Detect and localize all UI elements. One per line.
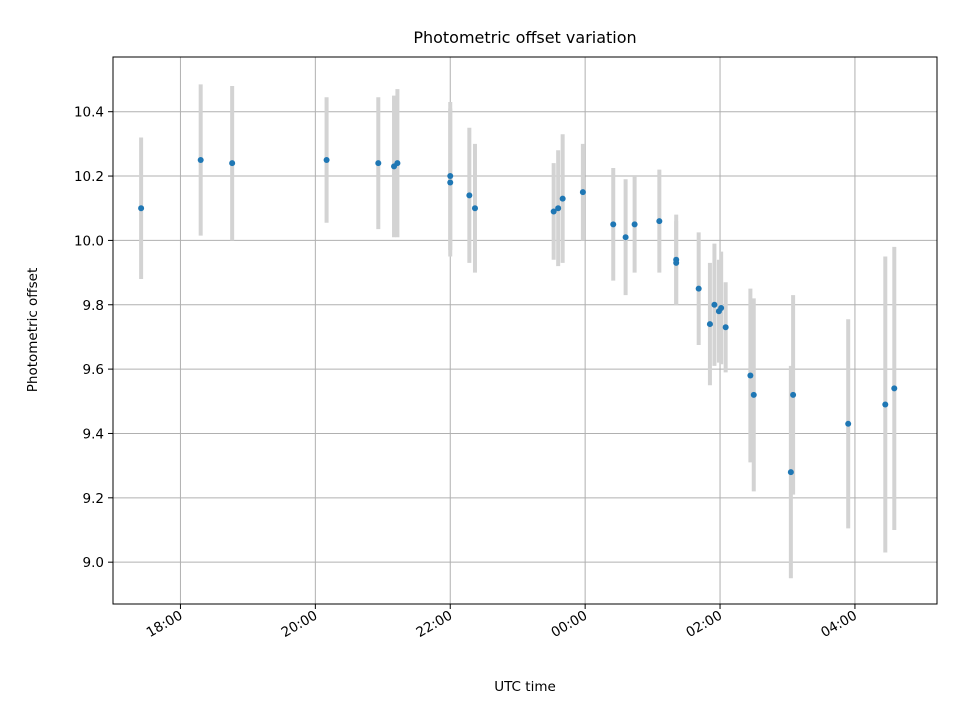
y-tick-label: 9.4	[83, 426, 104, 442]
y-tick-label: 9.2	[83, 491, 104, 507]
data-point	[787, 469, 794, 476]
data-point	[229, 160, 236, 167]
data-point	[790, 391, 797, 398]
data-point	[610, 221, 617, 228]
data-point	[559, 195, 566, 202]
data-point	[750, 391, 757, 398]
data-point	[323, 156, 330, 163]
chart-title: Photometric offset variation	[413, 28, 636, 47]
data-point	[197, 156, 204, 163]
plot-frame	[112, 56, 938, 605]
y-axis-ticks: 9.0 9.2 9.4 9.6 9.8 10.0 10.2 10.4	[74, 105, 113, 571]
data-point	[555, 205, 562, 212]
data-point	[471, 205, 478, 212]
data-point	[579, 189, 586, 196]
y-tick-label: 10.2	[74, 169, 104, 185]
y-axis-label: Photometric offset	[25, 268, 41, 392]
data-point	[706, 321, 713, 328]
y-tick-label: 9.8	[83, 298, 104, 314]
data-point	[656, 218, 663, 225]
data-point	[375, 160, 382, 167]
data-point	[718, 304, 725, 311]
data-point	[845, 420, 852, 427]
data-point	[550, 208, 557, 215]
data-point	[138, 205, 145, 212]
data-point	[447, 173, 454, 180]
x-axis-label: UTC time	[494, 679, 556, 695]
data-point	[747, 372, 754, 379]
data-point	[622, 234, 629, 241]
data-point	[394, 160, 401, 167]
data-point	[891, 385, 898, 392]
data-points	[138, 156, 898, 476]
data-point	[882, 401, 889, 408]
data-point	[447, 179, 454, 186]
y-tick-label: 10.4	[74, 105, 104, 121]
data-point	[722, 324, 729, 331]
data-point	[695, 285, 702, 292]
y-tick-label: 9.6	[83, 362, 104, 378]
y-tick-label: 10.0	[74, 233, 104, 249]
data-point	[673, 259, 680, 266]
y-tick-label: 9.0	[83, 555, 104, 571]
data-point	[711, 301, 718, 308]
data-point	[631, 221, 638, 228]
data-point	[466, 192, 473, 199]
